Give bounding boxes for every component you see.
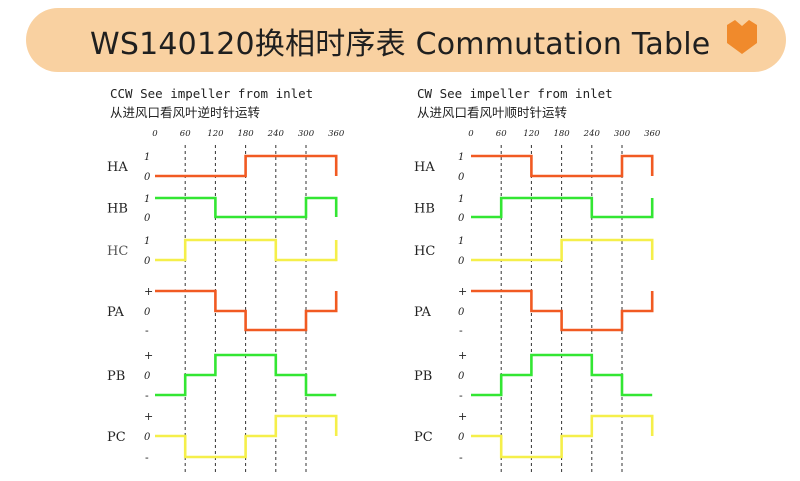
cw-HC-level-low: 0 [458, 256, 465, 267]
ccw-angle-label-180: 180 [237, 129, 254, 139]
cw-caption-en: CW See impeller from inlet [417, 86, 613, 101]
cw-HB-level-high: 1 [458, 194, 464, 205]
cw-HB-level-low: 0 [458, 213, 465, 224]
cw-HA-level-high: 1 [458, 152, 464, 163]
cw-angle-label-60: 60 [496, 129, 507, 139]
ccw-hall-label-HB: HB [107, 202, 128, 217]
cw-PB-level-zero: 0 [458, 371, 465, 382]
ccw-PB-level-zero: 0 [144, 371, 151, 382]
ccw-PB-level-minus: - [145, 389, 149, 402]
ccw-PA-level-zero: 0 [144, 307, 151, 318]
ccw-HC-level-low: 0 [144, 256, 151, 267]
ccw-angle-label-240: 240 [267, 129, 285, 139]
cw-angle-label-300: 300 [614, 129, 631, 139]
cw-phase-label-PB: PB [414, 369, 432, 384]
ccw-waveform-PA [155, 289, 338, 332]
ccw-angle-label-120: 120 [207, 129, 224, 139]
ccw-waveform-PC [155, 414, 338, 459]
cw-waveform-HC [471, 238, 654, 262]
ccw-PB-level-plus: + [144, 349, 153, 362]
ccw-PA-level-plus: + [144, 285, 153, 298]
cw-PC-level-plus: + [458, 410, 467, 423]
cw-angle-label-180: 180 [553, 129, 570, 139]
ccw-waveform-HA [155, 154, 338, 178]
ccw-PC-level-minus: - [145, 451, 149, 464]
cw-PA-level-zero: 0 [458, 307, 465, 318]
title-banner [26, 8, 786, 72]
orange-shield-icon [727, 20, 757, 54]
cw-waveform-PA [471, 289, 654, 332]
cw-PC-level-zero: 0 [458, 432, 465, 443]
ccw-hall-label-HC: HC [107, 244, 128, 259]
ccw-waveform-PB [155, 353, 337, 397]
ccw-phase-label-PC: PC [107, 430, 126, 445]
ccw-HB-level-low: 0 [144, 213, 151, 224]
cw-phase-label-PC: PC [414, 430, 433, 445]
ccw-angle-label-360: 360 [328, 129, 345, 139]
ccw-HA-level-low: 0 [144, 172, 151, 183]
cw-HA-level-low: 0 [458, 172, 465, 183]
ccw-PA-level-minus: - [145, 324, 149, 337]
ccw-PC-level-plus: + [144, 410, 153, 423]
cw-caption-cn: 从进风口看风叶顺时针运转 [417, 105, 568, 120]
ccw-caption-cn: 从进风口看风叶逆时针运转 [110, 105, 261, 120]
ccw-waveform-HC [155, 238, 338, 262]
cw-angle-label-240: 240 [583, 129, 601, 139]
cw-PB-level-minus: - [459, 389, 463, 402]
cw-hall-label-HC: HC [414, 244, 435, 259]
ccw-angle-label-60: 60 [180, 129, 191, 139]
ccw-HA-level-high: 1 [144, 152, 150, 163]
page-title: WS140120换相时序表 Commutation Table [90, 27, 711, 62]
cw-phase-label-PA: PA [414, 305, 432, 320]
cw-waveform-PC [471, 414, 654, 459]
cw-PA-level-plus: + [458, 285, 467, 298]
ccw-HB-level-high: 1 [144, 194, 150, 205]
cw-waveform-HA [471, 154, 654, 178]
ccw-angle-label-0: 0 [152, 129, 158, 139]
ccw-phase-label-PB: PB [107, 369, 125, 384]
cw-PB-level-plus: + [458, 349, 467, 362]
cw-PA-level-minus: - [459, 324, 463, 337]
cw-hall-label-HA: HA [414, 160, 435, 175]
ccw-hall-label-HA: HA [107, 160, 128, 175]
ccw-PC-level-zero: 0 [144, 432, 151, 443]
ccw-HC-level-high: 1 [144, 236, 150, 247]
cw-waveform-PB [471, 353, 653, 397]
cw-PC-level-minus: - [459, 451, 463, 464]
cw-angle-label-120: 120 [523, 129, 540, 139]
ccw-phase-label-PA: PA [107, 305, 125, 320]
ccw-angle-label-300: 300 [298, 129, 315, 139]
cw-HC-level-high: 1 [458, 236, 464, 247]
cw-waveform-HB [471, 196, 654, 219]
cw-hall-label-HB: HB [414, 202, 435, 217]
ccw-waveform-HB [155, 196, 338, 219]
cw-angle-label-360: 360 [644, 129, 661, 139]
ccw-caption-en: CCW See impeller from inlet [110, 86, 314, 101]
cw-angle-label-0: 0 [468, 129, 474, 139]
